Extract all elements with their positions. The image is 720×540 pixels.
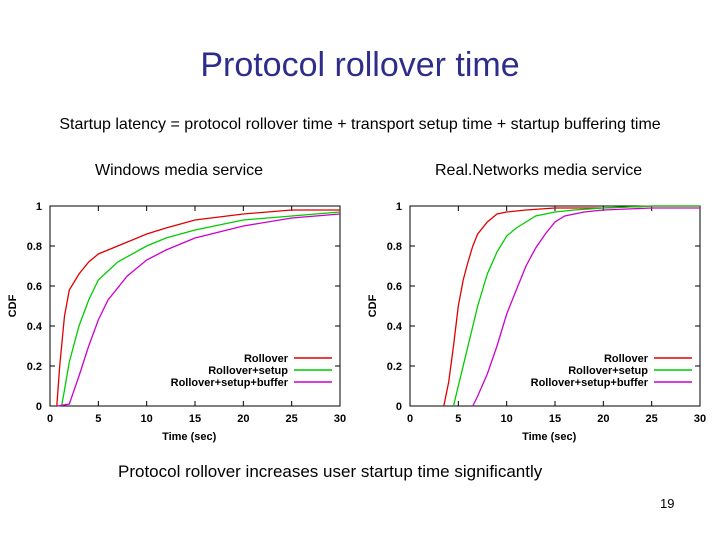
- x-axis-label: Time (sec): [522, 431, 577, 443]
- y-tick-label: 0.4: [387, 321, 403, 333]
- x-tick-label: 5: [455, 413, 461, 425]
- x-tick-label: 10: [141, 413, 153, 425]
- x-axis-label: Time (sec): [162, 431, 217, 443]
- windows-media-cdf-svg: 0 5 10 15 20 25 30 0 0.2 0.4 0.6 0.8 1 Time (sec) CDF R…: [7, 201, 346, 443]
- x-tick-label: 20: [237, 413, 249, 425]
- x-tick-label: 15: [189, 413, 201, 425]
- y-tick-label: 0.2: [27, 361, 42, 373]
- legend-label-rollover-setup-buffer: Rollover+setup+buffer: [171, 377, 289, 389]
- x-tick-label: 15: [549, 413, 561, 425]
- realnetworks-media-cdf-chart: 0 5 10 15 20 25 30 0 0.2 0.4 0.6 0.8 1 Time (sec) CDF R…: [360, 190, 720, 450]
- x-tick-label: 5: [95, 413, 101, 425]
- y-tick-label: 1: [36, 201, 42, 213]
- slide-title: Protocol rollover time: [200, 46, 520, 84]
- x-tick-label: 0: [407, 413, 413, 425]
- y-tick-label: 0.6: [387, 281, 402, 293]
- plot-frame: [409, 205, 701, 407]
- plot-frame: [49, 205, 341, 407]
- y-tick-label: 0.2: [387, 361, 402, 373]
- y-tick-label: 0.8: [27, 241, 42, 253]
- series-line-rollover-setup: [452, 205, 700, 407]
- y-axis-label: CDF: [7, 294, 19, 317]
- y-tick-label: 0.4: [27, 321, 43, 333]
- legend-label-rollover: Rollover: [604, 353, 649, 365]
- conclusion-text: Protocol rollover increases user startup…: [118, 462, 543, 481]
- realnetworks-media-cdf-svg: 0 5 10 15 20 25 30 0 0.2 0.4 0.6 0.8 1 Time (sec) CDF R…: [367, 201, 706, 443]
- latency-formula: Startup latency = protocol rollover time…: [59, 116, 661, 133]
- y-tick-label: 0: [396, 401, 402, 413]
- y-tick-label: 0.6: [27, 281, 42, 293]
- x-tick-label: 30: [334, 413, 346, 425]
- y-tick-label: 0.8: [387, 241, 402, 253]
- right-chart-subtitle: Real.Networks media service: [435, 162, 643, 179]
- left-chart-subtitle: Windows media service: [95, 162, 264, 179]
- x-tick-label: 25: [286, 413, 298, 425]
- legend-label-rollover-setup: Rollover+setup: [208, 365, 288, 377]
- windows-media-cdf-chart: 0 5 10 15 20 25 30 0 0.2 0.4 0.6 0.8 1 Time (sec) CDF R…: [0, 190, 360, 450]
- x-tick-label: 10: [501, 413, 513, 425]
- series-line-rollover-setup: [60, 211, 341, 407]
- series-line-rollover-setup-buffer: [472, 207, 700, 407]
- series-line-rollover-setup-buffer: [57, 213, 341, 407]
- series-line-rollover: [56, 209, 340, 407]
- y-tick-label: 0: [36, 401, 42, 413]
- x-tick-label: 0: [47, 413, 53, 425]
- y-tick-label: 1: [396, 201, 402, 213]
- x-tick-label: 25: [646, 413, 658, 425]
- y-axis-label: CDF: [367, 294, 379, 317]
- legend-label-rollover-setup-buffer: Rollover+setup+buffer: [531, 377, 649, 389]
- series-line-rollover: [443, 205, 700, 407]
- x-tick-label: 30: [694, 413, 706, 425]
- page-number: 19: [660, 496, 675, 511]
- x-tick-label: 20: [597, 413, 609, 425]
- legend-label-rollover: Rollover: [244, 353, 289, 365]
- legend-label-rollover-setup: Rollover+setup: [568, 365, 648, 377]
